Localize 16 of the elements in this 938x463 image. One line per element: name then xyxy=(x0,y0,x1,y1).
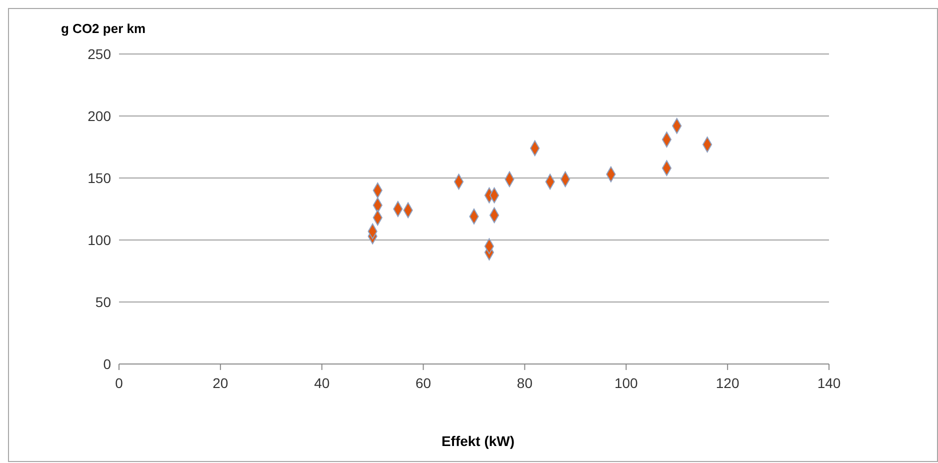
x-tick-label: 40 xyxy=(314,374,330,391)
y-tick-label: 50 xyxy=(95,294,112,310)
y-tick-label: 200 xyxy=(88,108,112,124)
y-tick-label: 250 xyxy=(88,46,112,62)
x-axis-title: Effekt (kW) xyxy=(440,433,516,449)
x-tick-label: 80 xyxy=(516,374,533,391)
y-tick-label: 150 xyxy=(88,170,112,186)
y-tick-label: 100 xyxy=(88,232,112,248)
x-tick-label: 0 xyxy=(115,374,124,391)
x-tick-label: 140 xyxy=(817,374,841,391)
x-tick-label: 120 xyxy=(716,374,740,391)
y-tick-label: 0 xyxy=(103,356,112,372)
x-tick-label: 100 xyxy=(614,374,638,391)
x-tick-label: 60 xyxy=(415,374,432,391)
y-axis-title: g CO2 per km xyxy=(61,21,146,36)
x-tick-label: 20 xyxy=(212,374,228,391)
